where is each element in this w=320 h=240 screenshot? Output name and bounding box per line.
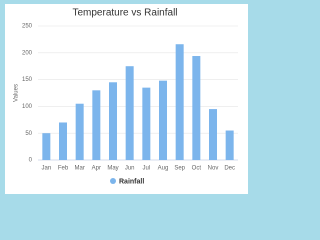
bar bbox=[142, 87, 151, 160]
bar bbox=[59, 122, 67, 160]
x-tick-label: Jan bbox=[41, 166, 51, 172]
bar bbox=[75, 103, 84, 160]
bar bbox=[225, 130, 234, 160]
x-tick-label: Oct bbox=[192, 166, 202, 172]
chart-title: Temperature vs Rainfall bbox=[72, 8, 177, 19]
bar bbox=[159, 80, 167, 160]
legend-marker bbox=[110, 178, 116, 184]
x-tick-label: Sep bbox=[174, 166, 185, 172]
x-tick-label: May bbox=[107, 166, 118, 172]
x-tick-label: Nov bbox=[208, 166, 219, 172]
y-tick-label: 0 bbox=[29, 158, 33, 164]
y-tick-label: 50 bbox=[25, 131, 32, 137]
x-tick-label: Apr bbox=[92, 166, 101, 172]
x-tick-label: Jun bbox=[125, 166, 135, 172]
y-axis-label: Values bbox=[14, 84, 20, 102]
bar bbox=[109, 82, 117, 160]
x-tick-label: Feb bbox=[58, 166, 69, 172]
bar bbox=[42, 133, 51, 160]
x-tick-label: Dec bbox=[224, 166, 235, 172]
bar bbox=[209, 109, 217, 160]
bar bbox=[175, 44, 184, 160]
legend-label: Rainfall bbox=[119, 178, 144, 185]
y-tick-label: 100 bbox=[22, 104, 33, 110]
x-tick-label: Mar bbox=[74, 166, 84, 172]
x-tick-label: Jul bbox=[142, 166, 150, 172]
bar bbox=[192, 56, 201, 160]
y-tick-label: 200 bbox=[22, 50, 33, 56]
y-tick-label: 150 bbox=[22, 77, 33, 83]
page: Temperature vs Rainfall Values 0 50 100 150… bbox=[5, 4, 248, 194]
chart: Temperature vs Rainfall Values 0 50 100 150… bbox=[5, 4, 248, 194]
x-tick-label: Aug bbox=[158, 166, 169, 172]
bar bbox=[92, 90, 101, 160]
bar bbox=[125, 66, 134, 160]
y-tick-label: 250 bbox=[22, 24, 33, 30]
